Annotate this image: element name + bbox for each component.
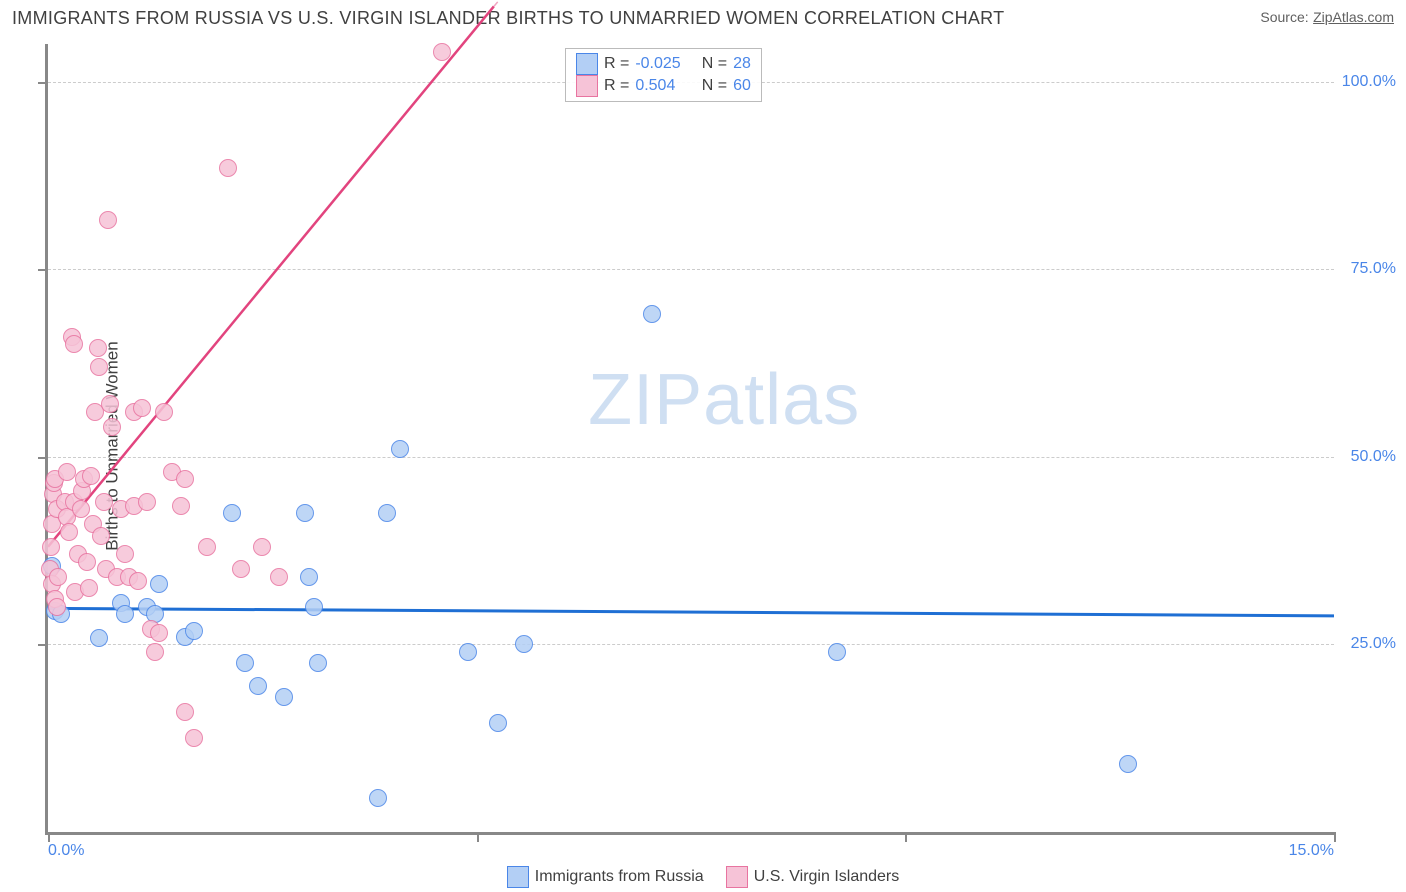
point-usvi[interactable] [146,643,164,661]
point-russia[interactable] [515,635,533,653]
point-usvi[interactable] [48,598,66,616]
point-usvi[interactable] [101,395,119,413]
legend-n-value: 28 [733,55,751,73]
point-russia[interactable] [296,504,314,522]
source-credit: Source: ZipAtlas.com [1260,9,1394,27]
point-usvi[interactable] [82,467,100,485]
point-russia[interactable] [249,677,267,695]
point-usvi[interactable] [90,358,108,376]
legend-n-label: N = [697,77,727,95]
point-usvi[interactable] [270,568,288,586]
point-usvi[interactable] [92,527,110,545]
point-usvi[interactable] [172,497,190,515]
point-usvi[interactable] [150,624,168,642]
point-usvi[interactable] [219,159,237,177]
x-tick-label: 0.0% [48,842,84,860]
point-russia[interactable] [391,440,409,458]
point-usvi[interactable] [129,572,147,590]
point-russia[interactable] [116,605,134,623]
legend-n-label: N = [697,55,727,73]
plot-area: ZIPatlas 25.0%50.0%75.0%100.0%0.0%15.0%R… [45,44,1334,835]
series-legend: Immigrants from Russia U.S. Virgin Island… [0,866,1406,888]
point-usvi[interactable] [232,560,250,578]
point-russia[interactable] [309,654,327,672]
point-russia[interactable] [459,643,477,661]
legend-swatch [576,75,598,97]
x-tick-label: 15.0% [1289,842,1334,860]
point-russia[interactable] [185,622,203,640]
point-russia[interactable] [489,714,507,732]
x-tick-mark [1334,832,1336,842]
legend-r-label: R = [604,77,629,95]
point-russia[interactable] [223,504,241,522]
point-usvi[interactable] [133,399,151,417]
point-russia[interactable] [305,598,323,616]
point-usvi[interactable] [253,538,271,556]
legend-r-value: -0.025 [635,55,691,73]
legend-n-value: 60 [733,77,751,95]
point-usvi[interactable] [95,493,113,511]
legend-label: Immigrants from Russia [535,868,704,886]
legend-r-value: 0.504 [635,77,691,95]
point-usvi[interactable] [89,339,107,357]
source-label: Source: [1260,9,1308,25]
point-russia[interactable] [90,629,108,647]
point-usvi[interactable] [99,211,117,229]
point-usvi[interactable] [433,43,451,61]
y-tick-mark [38,457,48,459]
y-tick-label: 75.0% [1351,260,1396,278]
correlation-legend-row: R = 0.504 N = 60 [576,75,751,97]
point-russia[interactable] [150,575,168,593]
y-tick-mark [38,269,48,271]
correlation-legend-row: R = -0.025 N = 28 [576,53,751,75]
point-usvi[interactable] [49,568,67,586]
point-russia[interactable] [369,789,387,807]
point-usvi[interactable] [116,545,134,563]
legend-r-label: R = [604,55,629,73]
point-usvi[interactable] [103,418,121,436]
point-usvi[interactable] [185,729,203,747]
y-tick-label: 100.0% [1342,73,1396,91]
point-usvi[interactable] [138,493,156,511]
x-tick-mark [905,832,907,842]
x-tick-mark [48,832,50,842]
point-usvi[interactable] [58,463,76,481]
legend-label: U.S. Virgin Islanders [754,868,900,886]
legend-item: U.S. Virgin Islanders [726,866,900,888]
y-tick-mark [38,82,48,84]
point-usvi[interactable] [78,553,96,571]
legend-swatch [507,866,529,888]
point-usvi[interactable] [198,538,216,556]
chart-area: Births to Unmarried Women ZIPatlas 25.0%… [0,36,1406,856]
point-usvi[interactable] [176,703,194,721]
point-russia[interactable] [378,504,396,522]
correlation-legend: R = -0.025 N = 28 R = 0.504 N = 60 [565,48,762,102]
point-usvi[interactable] [176,470,194,488]
point-russia[interactable] [236,654,254,672]
point-usvi[interactable] [65,335,83,353]
y-tick-label: 50.0% [1351,448,1396,466]
y-tick-label: 25.0% [1351,635,1396,653]
point-usvi[interactable] [72,500,90,518]
legend-swatch [576,53,598,75]
point-russia[interactable] [643,305,661,323]
point-usvi[interactable] [80,579,98,597]
legend-swatch [726,866,748,888]
point-usvi[interactable] [155,403,173,421]
point-usvi[interactable] [42,538,60,556]
legend-item: Immigrants from Russia [507,866,704,888]
point-usvi[interactable] [60,523,78,541]
point-russia[interactable] [1119,755,1137,773]
y-tick-mark [38,644,48,646]
trend-lines [48,44,1334,832]
point-russia[interactable] [300,568,318,586]
source-link[interactable]: ZipAtlas.com [1313,9,1394,25]
x-tick-mark [477,832,479,842]
chart-title: IMMIGRANTS FROM RUSSIA VS U.S. VIRGIN IS… [12,8,1004,29]
point-russia[interactable] [828,643,846,661]
point-russia[interactable] [275,688,293,706]
